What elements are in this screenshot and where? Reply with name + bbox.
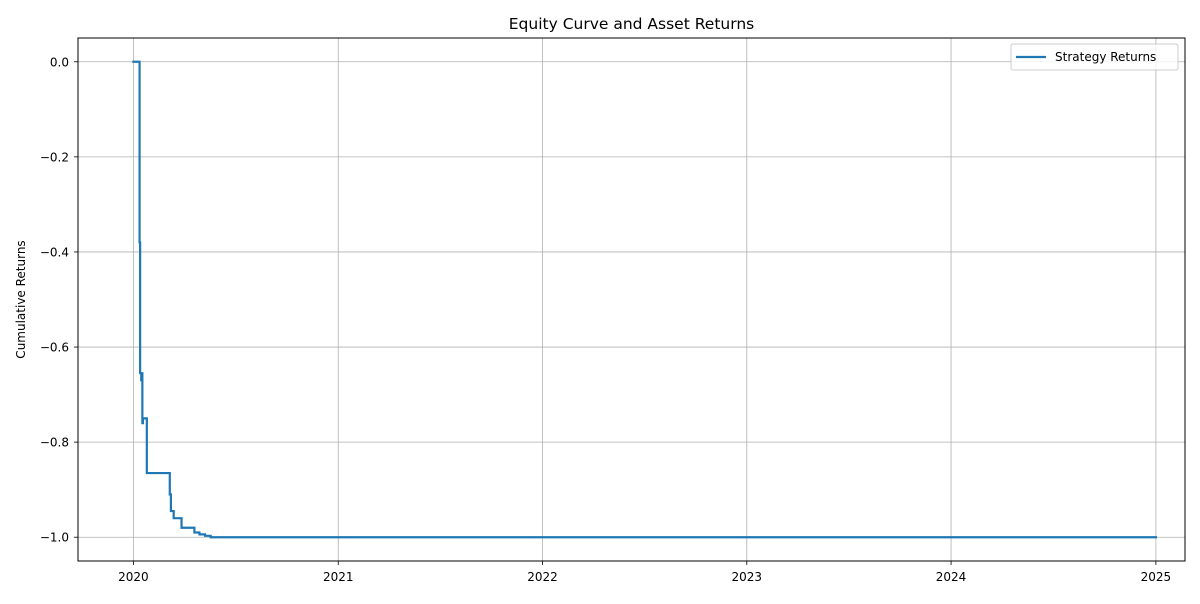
legend-label: Strategy Returns [1055,50,1156,64]
x-tick-label: 2020 [118,570,149,584]
x-tick-label: 2022 [527,570,558,584]
y-tick-label: 0.0 [50,55,69,69]
x-tick-label: 2021 [323,570,354,584]
plot-frame [77,37,1186,562]
y-axis-ticks: 0.0 −0.2 −0.4 −0.6 −0.8 −1.0 [40,55,78,545]
series-line-strategy-returns [132,60,1157,539]
y-tick-label: −0.2 [40,150,69,164]
x-tick-label: 2025 [1141,570,1172,584]
legend-box [1010,43,1179,71]
x-axis-ticks: 2020 2021 2022 2023 2024 2025 [118,561,1171,584]
y-tick-label: −0.4 [40,245,69,259]
y-tick-label: −0.8 [40,436,69,450]
y-tick-label: −1.0 [40,531,69,545]
chart-title: Equity Curve and Asset Returns [509,15,755,33]
x-tick-label: 2023 [732,570,763,584]
y-axis-label: Cumulative Returns [14,240,28,358]
legend: Strategy Returns [1010,43,1179,71]
series-layer [132,60,1157,539]
y-tick-label: −0.6 [40,341,69,355]
x-tick-label: 2024 [936,570,967,584]
